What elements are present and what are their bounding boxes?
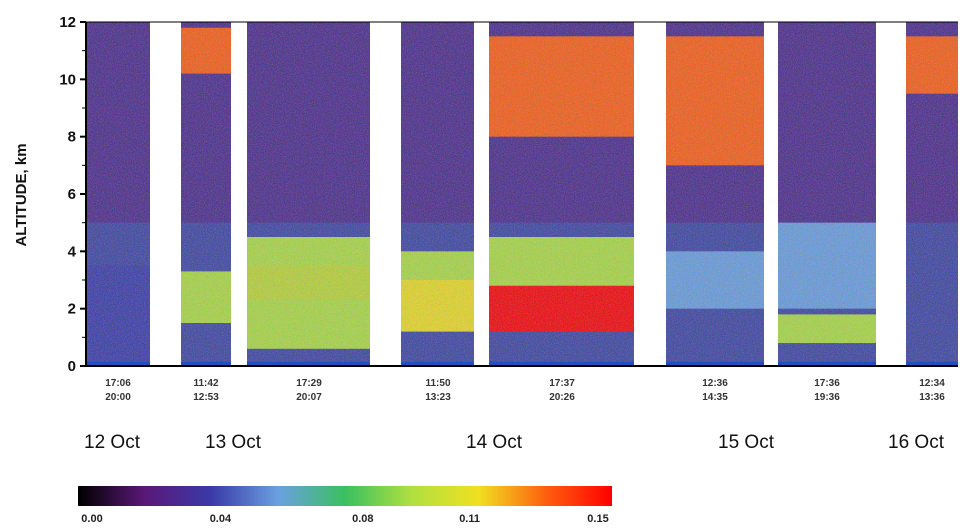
panel-noise [778,22,876,366]
panel-noise [86,22,150,366]
date-label-15-oct: 15 Oct [718,432,775,453]
time-label-end: 20:26 [549,392,575,403]
time-label-end: 19:36 [814,392,840,403]
panel-noise [666,22,764,366]
panel-noise [401,22,474,366]
colorbar [78,486,612,506]
ground-strip [778,361,876,366]
colorbar-tick-label: 0.08 [352,513,373,525]
date-label-13-oct: 13 Oct [205,432,262,453]
panel-1 [181,22,231,366]
y-tick-label: 2 [68,301,76,318]
ground-strip [401,361,474,366]
panel-7 [906,22,958,366]
colorbar-tick-label: 0.15 [587,513,608,525]
panel-noise [906,22,958,366]
y-tick-label: 12 [59,14,76,31]
ground-strip [906,361,958,366]
time-label-start: 17:29 [296,378,322,389]
colorbar-ticks: 0.00 0.04 0.08 0.11 0.15 [81,513,608,525]
colorbar-tick-label: 0.00 [81,513,102,525]
ground-strip [247,361,370,366]
panel-noise [489,22,634,366]
data-panels [86,22,958,366]
time-label-end: 13:23 [425,392,451,403]
ground-strip [666,361,764,366]
time-label-start: 12:34 [919,378,945,389]
panel-0 [86,22,150,366]
time-label-end: 14:35 [702,392,728,403]
panel-5 [666,22,764,366]
time-label-start: 12:36 [702,378,728,389]
date-label-12-oct: 12 Oct [84,432,141,453]
y-tick-label: 6 [68,186,76,203]
ground-strip [86,361,150,366]
time-label-end: 13:36 [919,392,945,403]
ground-strip [489,361,634,366]
y-tick-label: 8 [68,129,76,146]
date-label-14-oct: 14 Oct [466,432,523,453]
y-tick-label: 10 [59,71,76,88]
time-labels: 17:06 20:00 11:42 12:53 17:29 20:07 11:50 13:23… [105,378,945,403]
panel-3 [401,22,474,366]
time-label-start: 17:37 [549,378,575,389]
y-tick-label: 4 [68,243,77,260]
ground-strip [181,361,231,366]
time-label-start: 17:06 [105,378,131,389]
time-label-end: 20:00 [105,392,131,403]
y-axis: 0 2 4 6 8 10 12 [59,14,958,375]
y-tick-label: 0 [68,358,76,375]
colorbar-tick-label: 0.11 [459,513,480,525]
time-label-start: 11:42 [193,378,218,389]
panel-6 [778,22,876,366]
panel-4 [489,22,634,366]
panel-noise [181,22,231,366]
panel-noise [247,22,370,366]
time-label-start: 17:36 [814,378,840,389]
y-axis-label: ALTITUDE, km [13,143,30,246]
time-label-end: 20:07 [296,392,322,403]
colorbar-tick-label: 0.04 [210,513,232,525]
time-label-start: 11:50 [425,378,450,389]
date-label-16-oct: 16 Oct [888,432,945,453]
time-label-end: 12:53 [193,392,219,403]
panel-2 [247,22,370,366]
